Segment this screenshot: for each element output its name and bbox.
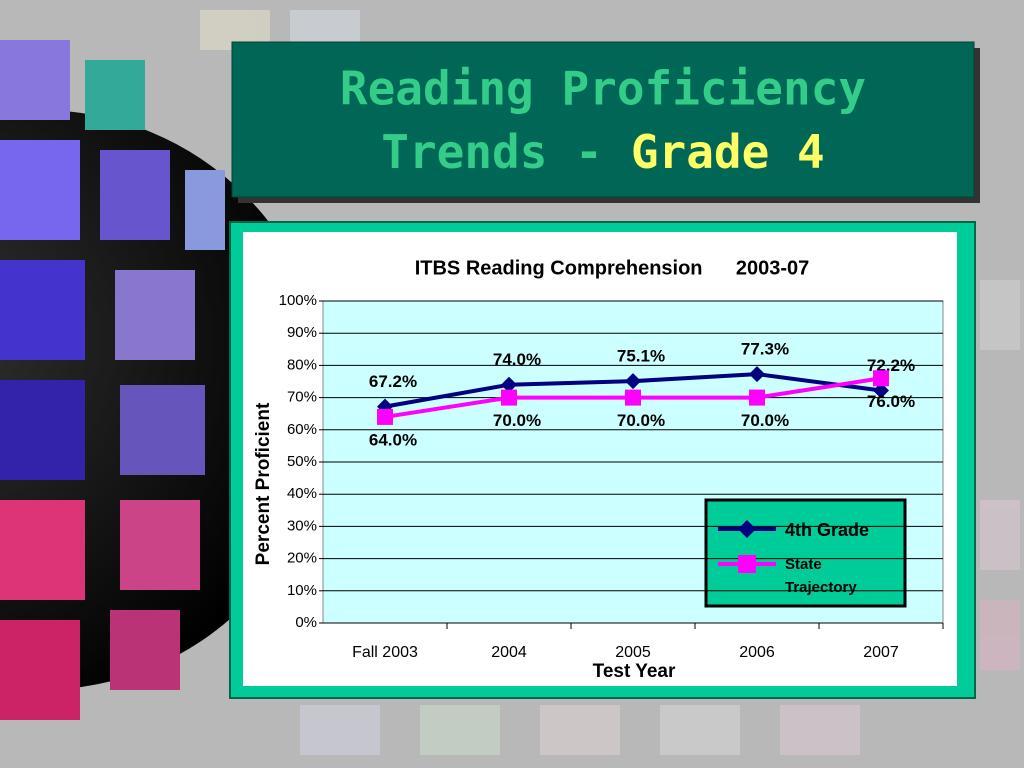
data-label: 72.2% (867, 356, 915, 375)
data-label: 77.3% (741, 340, 789, 359)
data-label: 64.0% (369, 430, 417, 449)
point (873, 370, 889, 387)
point (625, 373, 641, 390)
legend-label-line: State (785, 556, 822, 573)
y-tick-label: 10% (287, 582, 317, 599)
slide-title-highlight: Grade 4 (631, 125, 825, 179)
background-tiles (200, 10, 1020, 755)
legend (704, 498, 907, 608)
data-label: 75.1% (617, 347, 665, 366)
data-label: 70.0% (741, 411, 789, 430)
y-tick-label: 30% (287, 517, 317, 534)
y-tick-label: 70% (287, 389, 317, 406)
y-tick-label: 50% (287, 453, 317, 470)
legend-label: State Trajectory (785, 556, 857, 596)
x-tick-label: 2004 (491, 644, 527, 661)
slide-title: Trends - Grade 4 (381, 125, 824, 179)
x-tick-label: Fall 2003 (352, 644, 418, 661)
data-label: 76.0% (867, 392, 915, 411)
point (377, 408, 393, 425)
legend-swatch (738, 520, 756, 538)
x-tick-label: 2005 (615, 644, 651, 661)
y-tick-label: 100% (279, 292, 317, 309)
point (501, 376, 517, 393)
data-label: 70.0% (617, 411, 665, 430)
y-tick-label: 0% (295, 614, 317, 631)
point (873, 382, 889, 399)
y-tick-label: 80% (287, 356, 317, 373)
y-axis-label: Percent Proficient (253, 402, 274, 565)
point (501, 389, 517, 406)
y-tick-label: 60% (287, 421, 317, 438)
legend-swatch (738, 555, 756, 573)
x-tick-label: 2006 (739, 644, 775, 661)
y-tick-label: 90% (287, 324, 317, 341)
x-tick-label: 2007 (863, 644, 899, 661)
point (749, 366, 765, 383)
slide-title-part: Trends - (381, 125, 603, 179)
x-axis-label: Test Year (593, 661, 676, 682)
slide-title: Reading Proficiency (340, 62, 866, 116)
y-tick-label: 20% (287, 550, 317, 567)
data-label: 70.0% (493, 411, 541, 430)
legend-label: 4th Grade (785, 520, 869, 540)
point (625, 389, 641, 406)
point (749, 389, 765, 406)
chart-title: ITBS Reading Comprehension 2003-07 (415, 257, 810, 279)
data-label: 74.0% (493, 350, 541, 369)
legend-label-line: Trajectory (785, 579, 857, 596)
title-box (231, 41, 975, 198)
data-label: 67.2% (369, 372, 417, 391)
y-tick-label: 40% (287, 485, 317, 502)
